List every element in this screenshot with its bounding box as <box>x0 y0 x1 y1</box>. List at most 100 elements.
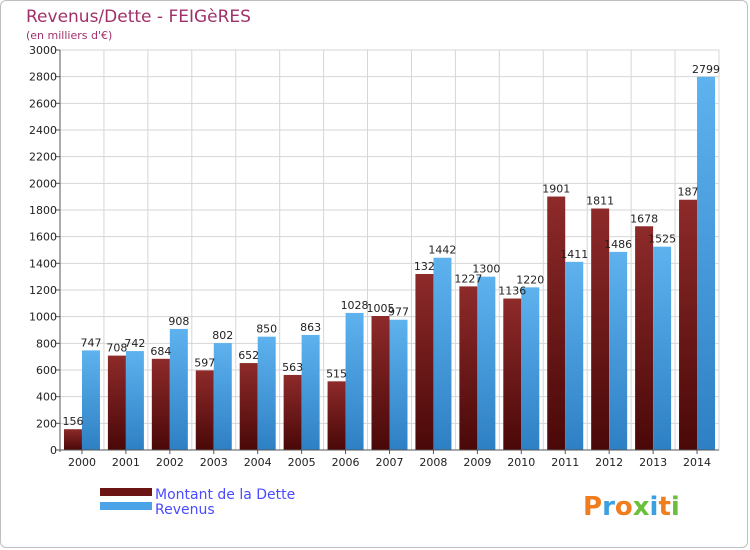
x-tick-label: 2011 <box>551 456 579 469</box>
data-label-revenus: 2799 <box>692 63 720 76</box>
proxiti-logo: Proxiti <box>583 492 680 522</box>
x-tick-label: 2005 <box>288 456 316 469</box>
chart-title: Revenus/Dette - FEIGèRES <box>26 7 251 27</box>
data-label-dette: 1901 <box>542 183 570 196</box>
data-label-revenus: 1486 <box>604 238 632 251</box>
bar-revenus <box>81 350 100 450</box>
y-tick-label: 600 <box>36 364 57 377</box>
bar-revenus <box>521 287 540 450</box>
data-label-revenus: 1300 <box>472 263 500 276</box>
bar-dette <box>371 316 390 450</box>
bar-dette <box>107 355 126 450</box>
y-tick-label: 800 <box>36 337 57 350</box>
bar-revenus <box>653 246 672 450</box>
bar-dette <box>283 374 302 450</box>
y-tick-label: 2000 <box>29 177 57 190</box>
y-tick-label: 1800 <box>29 204 57 217</box>
x-tick-label: 2010 <box>507 456 535 469</box>
bars-layer <box>63 76 716 451</box>
legend: Montant de la Dette Revenus <box>100 487 295 518</box>
y-tick-label: 200 <box>36 417 57 430</box>
axis-layer: 0 200 400 600 800 1000 1200 1400 1600 1800 2000 220… <box>29 44 719 469</box>
bar-dette <box>547 196 566 450</box>
bar-revenus <box>433 257 452 450</box>
bar-dette <box>63 429 82 450</box>
data-label-dette: 1811 <box>586 195 614 208</box>
x-tick-label: 2012 <box>595 456 623 469</box>
data-label-revenus: 1525 <box>648 233 676 246</box>
data-label-dette: 187 <box>678 186 699 199</box>
x-tick-label: 2004 <box>244 456 272 469</box>
bar-dette <box>195 370 214 450</box>
data-label-revenus: 742 <box>124 337 145 350</box>
bar-revenus <box>213 343 232 450</box>
y-tick-label: 1600 <box>29 231 57 244</box>
bar-revenus <box>301 334 320 450</box>
y-tick-label: 2800 <box>29 71 57 84</box>
data-label-revenus: 1220 <box>516 273 544 286</box>
logo-letter: i <box>671 492 680 522</box>
bar-dette <box>151 358 170 450</box>
bar-revenus <box>609 251 628 450</box>
legend-swatch-dette <box>100 488 152 496</box>
y-tick-label: 1000 <box>29 311 57 324</box>
data-label-dette: 132 <box>414 260 435 273</box>
x-tick-label: 2000 <box>68 456 96 469</box>
x-tick-label: 2013 <box>639 456 667 469</box>
logo-letter: r <box>602 492 615 522</box>
bar-dette <box>591 208 610 450</box>
data-label-dette: 156 <box>62 415 83 428</box>
y-tick-label: 2600 <box>29 97 57 110</box>
logo-letter: i <box>650 492 659 522</box>
bar-revenus <box>389 319 408 450</box>
bar-revenus <box>169 328 188 450</box>
bar-revenus <box>125 351 144 450</box>
logo-letter: P <box>583 492 602 522</box>
logo-letter: o <box>615 492 633 522</box>
y-tick-label: 2400 <box>29 124 57 137</box>
x-tick-label: 2014 <box>683 456 711 469</box>
bar-dette <box>415 274 434 450</box>
logo-letter: t <box>658 492 670 522</box>
data-label-revenus: 977 <box>388 306 409 319</box>
data-label-dette: 684 <box>150 345 171 358</box>
y-tick-label: 1400 <box>29 257 57 270</box>
bar-revenus <box>697 76 716 451</box>
legend-label-revenus: Revenus <box>155 502 215 518</box>
data-label-revenus: 1411 <box>560 248 588 261</box>
data-label-dette: 1136 <box>498 285 526 298</box>
bar-revenus <box>565 261 584 450</box>
bar-dette <box>459 286 478 450</box>
bar-dette <box>635 226 654 450</box>
legend-label-dette: Montant de la Dette <box>155 487 295 503</box>
bar-dette <box>679 199 698 450</box>
data-label-revenus: 850 <box>256 323 277 336</box>
y-tick-label: 1200 <box>29 284 57 297</box>
data-label-revenus: 802 <box>212 329 233 342</box>
y-tick-label: 0 <box>50 444 57 457</box>
data-label-dette: 708 <box>106 342 127 355</box>
bar-revenus <box>257 336 276 450</box>
x-tick-label: 2008 <box>419 456 447 469</box>
bar-dette <box>327 381 346 450</box>
data-label-dette: 563 <box>282 361 303 374</box>
bar-revenus <box>345 312 364 450</box>
data-label-revenus: 1442 <box>428 244 456 257</box>
data-label-dette: 1227 <box>454 272 482 285</box>
data-label-dette: 652 <box>238 349 259 362</box>
legend-swatch-gap <box>100 496 152 499</box>
x-tick-label: 2002 <box>156 456 184 469</box>
data-label-revenus: 1028 <box>341 299 369 312</box>
bar-revenus <box>477 276 496 450</box>
bar-dette <box>503 298 522 450</box>
data-label-dette: 515 <box>326 367 347 380</box>
chart-subtitle: (en milliers d'€) <box>26 29 112 42</box>
data-label-revenus: 908 <box>168 315 189 328</box>
data-label-dette: 1678 <box>630 212 658 225</box>
y-tick-label: 2200 <box>29 151 57 164</box>
x-tick-label: 2001 <box>112 456 140 469</box>
data-label-dette: 1005 <box>367 302 395 315</box>
x-tick-label: 2006 <box>332 456 360 469</box>
